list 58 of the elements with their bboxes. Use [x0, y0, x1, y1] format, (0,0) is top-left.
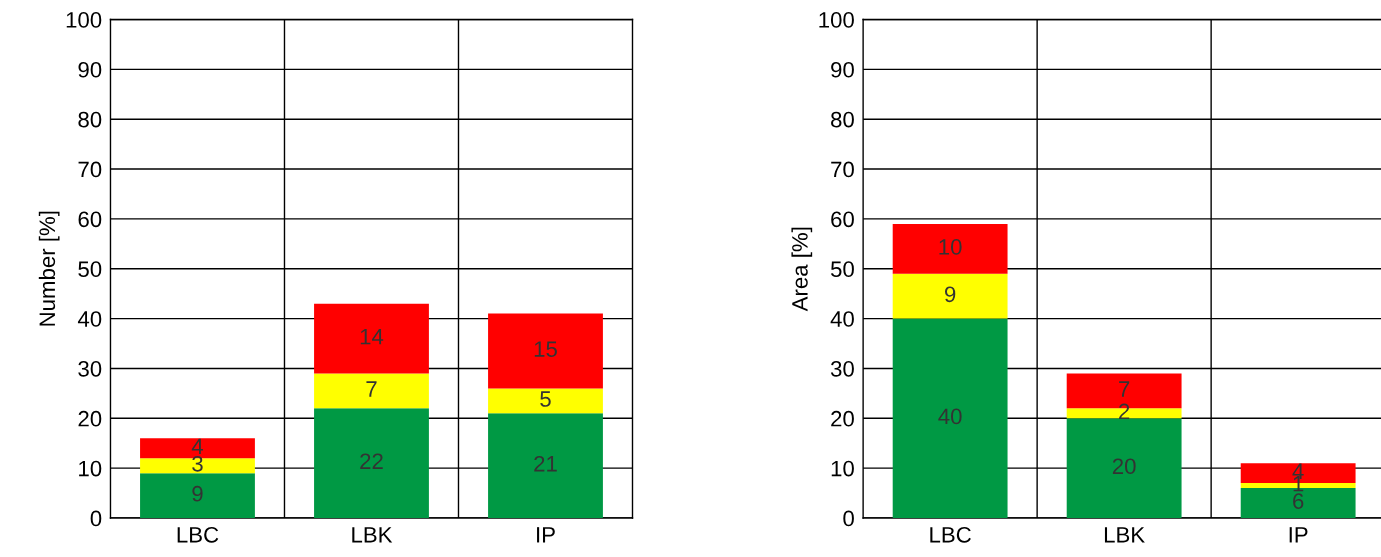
y-tick-label: 100 [66, 12, 102, 28]
bar [314, 303, 429, 374]
data-label: 15 [534, 341, 557, 357]
data-label: 2 [1119, 403, 1130, 420]
bar [140, 458, 255, 474]
data-label: 6 [1293, 493, 1304, 510]
bar [892, 223, 1008, 274]
x-tick-label: IP [1289, 527, 1308, 543]
x-tick-label: LBK [1104, 527, 1145, 543]
y-tick-label: 80 [78, 111, 102, 128]
x-tick-label: IP [537, 527, 555, 543]
y-tick-label: 60 [78, 211, 102, 228]
y-tick-label: 20 [78, 410, 102, 427]
y-tick-label: 70 [831, 161, 854, 178]
data-label: 9 [944, 286, 956, 303]
x-tick-label: LBC [177, 526, 219, 543]
y-tick-label: 30 [78, 360, 102, 377]
y-tick-label: 80 [831, 111, 854, 128]
data-label: 21 [534, 455, 557, 472]
y-axis-title: Area [%] [791, 227, 813, 312]
data-label: 22 [360, 453, 383, 469]
bar [892, 318, 1008, 519]
y-tick-label: 10 [831, 460, 854, 477]
y-tick-label: 90 [78, 61, 102, 78]
data-label: 20 [1112, 458, 1136, 475]
data-label: 14 [360, 329, 384, 345]
data-label: 7 [366, 381, 377, 397]
x-tick-label: LBK [352, 527, 393, 543]
y-tick-label: 90 [831, 61, 854, 78]
y-tick-label: 40 [830, 311, 854, 327]
bar [314, 373, 429, 409]
y-tick-label: 30 [830, 360, 854, 377]
y-tick-label: 0 [843, 510, 854, 527]
bar [488, 388, 603, 414]
bar [892, 273, 1008, 319]
x-tick-label: LBC [930, 526, 971, 543]
data-label: 7 [1119, 381, 1130, 397]
y-tick-label: 50 [78, 261, 102, 278]
y-tick-label: 50 [830, 261, 854, 278]
data-label: 3 [192, 455, 203, 472]
y-axis-title: Number [%] [38, 211, 60, 326]
bar [1066, 418, 1182, 519]
bar [140, 473, 255, 519]
y-tick-label: 20 [831, 410, 854, 427]
data-label: 4 [191, 438, 204, 454]
y-tick-label: 100 [819, 12, 854, 28]
y-tick-label: 60 [831, 211, 854, 228]
bar [488, 313, 603, 389]
bar [314, 408, 429, 519]
y-tick-label: 70 [78, 161, 102, 178]
bar [488, 413, 603, 519]
data-label: 10 [939, 239, 962, 255]
y-tick-label: 10 [79, 460, 102, 477]
data-label: 9 [192, 485, 203, 502]
y-tick-label: 40 [77, 311, 102, 327]
y-tick-label: 0 [90, 510, 102, 527]
data-label: 40 [938, 408, 962, 425]
data-label: 5 [540, 391, 551, 407]
